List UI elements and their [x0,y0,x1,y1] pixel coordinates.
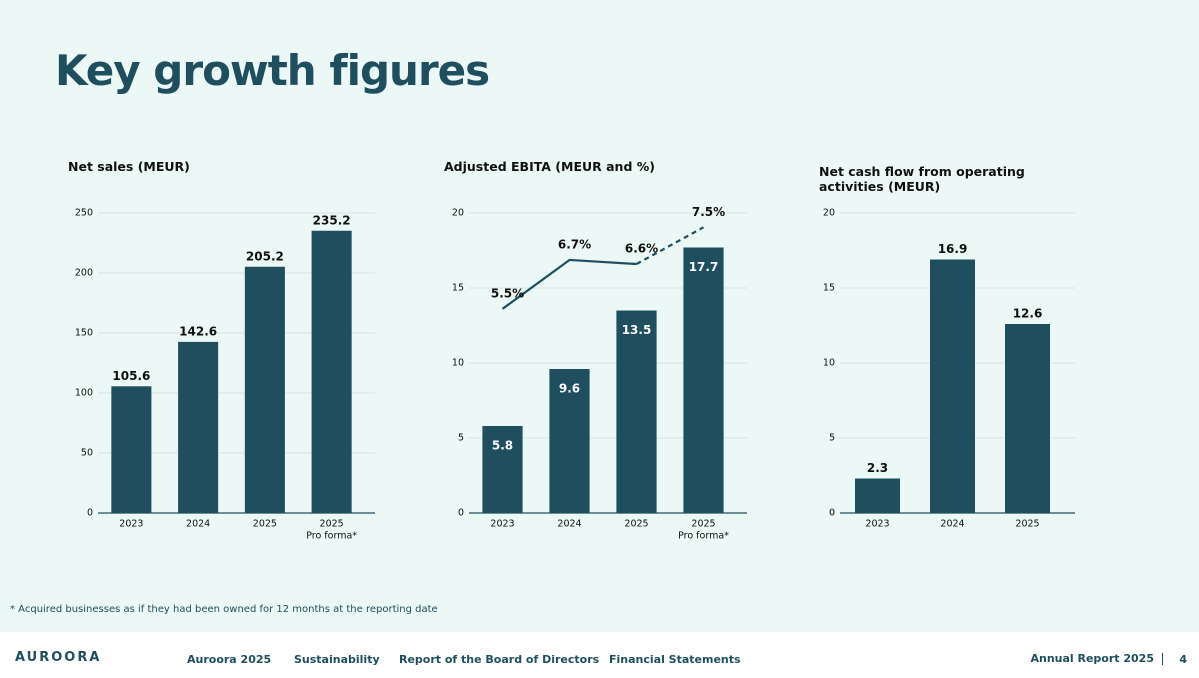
data-label: 235.2 [313,213,351,227]
y-tick-label: 15 [452,283,464,294]
y-tick-label: 5 [829,433,835,444]
line [501,258,637,310]
bar [482,426,523,513]
x-tick-label: 2025 [253,519,277,530]
data-label: 16.9 [938,242,968,256]
bar [616,310,657,513]
bar [855,478,900,513]
line-label: 6.7% [558,237,591,251]
x-tick-label: 2023 [865,519,889,530]
data-label: 2.3 [867,461,888,475]
y-tick-label: 10 [823,358,835,369]
nav-link[interactable]: Auroora 2025 [187,653,272,666]
y-tick-label: 20 [823,208,835,219]
x-tick-note: Pro forma* [678,531,729,542]
bar [683,247,724,513]
y-tick-label: 20 [452,208,464,219]
y-tick-label: 200 [75,268,93,279]
data-label: 12.6 [1013,307,1043,321]
data-label: 205.2 [246,249,284,263]
bar [930,259,975,513]
chart-title: Net sales (MEUR) [68,159,190,174]
y-tick-label: 0 [829,508,835,519]
nav-link[interactable]: Financial Statements [609,653,741,666]
bar [1005,324,1050,513]
footnote: * Acquired businesses as if they had bee… [10,604,438,615]
nav-link[interactable]: Sustainability [294,653,380,666]
x-tick-label: 2025 [624,519,648,530]
y-tick-label: 0 [458,508,464,519]
y-tick-label: 50 [81,448,93,459]
x-tick-label: 2023 [490,519,514,530]
y-tick-label: 5 [458,433,464,444]
page-number: 4 [1179,653,1187,666]
x-tick-note: Pro forma* [306,531,357,542]
x-tick-label: 2024 [557,519,581,530]
data-label: 105.6 [112,369,150,383]
data-label: 17.7 [689,260,719,274]
bar [244,266,285,513]
report-label: Annual Report 2025 [1030,653,1163,665]
logo[interactable]: AUROORA [15,650,102,665]
x-tick-label: 2025 [1015,519,1039,530]
y-tick-label: 100 [75,388,93,399]
bar [111,386,152,513]
x-tick-label: 2024 [186,519,210,530]
line-label: 7.5% [692,205,725,219]
data-label: 5.8 [492,439,513,453]
x-tick-label: 2025 [320,519,344,530]
chart-title: Adjusted EBITA (MEUR and %) [444,159,655,174]
y-tick-label: 15 [823,283,835,294]
bar [178,341,219,513]
bar [311,230,352,513]
footer: AUROORA Auroora 2025 Sustainability Repo… [0,632,1199,678]
y-tick-label: 150 [75,328,93,339]
line-label: 6.6% [625,242,658,256]
x-tick-label: 2024 [940,519,964,530]
y-tick-label: 0 [87,508,93,519]
data-label: 13.5 [622,323,652,337]
bar [549,369,590,513]
page-title: Key growth figures [55,46,490,95]
y-tick-label: 10 [452,358,464,369]
data-label: 9.6 [559,382,580,396]
line-label: 5.5% [491,286,524,300]
nav-link[interactable]: Report of the Board of Directors [399,653,600,666]
x-tick-label: 2023 [119,519,143,530]
x-tick-label: 2025 [691,519,715,530]
data-label: 142.6 [179,324,217,338]
chart-title: Net cash flow from operating activities … [819,164,1025,194]
line-dashed [635,226,705,265]
y-tick-label: 250 [75,208,93,219]
